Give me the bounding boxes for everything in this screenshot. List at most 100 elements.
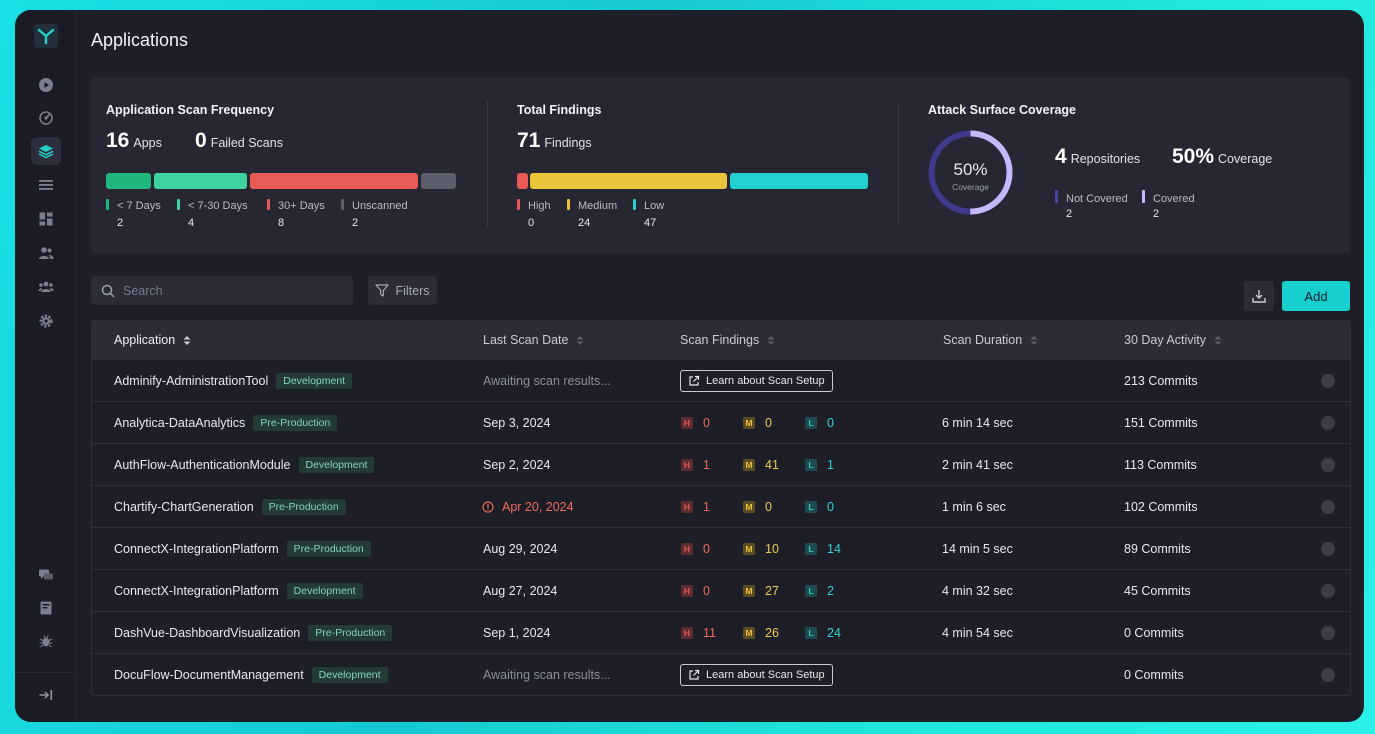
more-icon[interactable] <box>1321 584 1335 598</box>
collapse-icon[interactable] <box>31 681 61 709</box>
users-icon[interactable] <box>31 239 61 267</box>
table-row[interactable]: Analytica-DataAnalytics Pre-Production S… <box>92 401 1350 443</box>
more-icon[interactable] <box>1321 626 1335 640</box>
chat-icon[interactable] <box>31 561 61 589</box>
row-actions[interactable] <box>1321 360 1335 402</box>
row-actions[interactable] <box>1321 444 1335 486</box>
last-scan-date: Apr 20, 2024 <box>482 486 574 528</box>
legend-unscanned: Unscanned <box>341 199 408 212</box>
more-icon[interactable] <box>1321 374 1335 388</box>
high-badge: H <box>681 627 693 639</box>
application-name[interactable]: AuthFlow-AuthenticationModule <box>114 458 291 472</box>
filters-button[interactable]: Filters <box>368 276 437 305</box>
environment-tag: Development <box>286 583 363 599</box>
row-actions[interactable] <box>1321 612 1335 654</box>
sort-icon[interactable] <box>1030 335 1038 346</box>
row-actions[interactable] <box>1321 654 1335 695</box>
legend-7to30: < 7-30 Days <box>177 199 248 212</box>
table-row[interactable]: ConnectX-IntegrationPlatform Pre-Product… <box>92 527 1350 569</box>
logo-icon[interactable] <box>34 24 58 48</box>
total-findings-title: Total Findings <box>517 103 602 117</box>
dashboard-icon[interactable] <box>31 205 61 233</box>
col-scan-duration[interactable]: Scan Duration <box>943 333 1038 347</box>
table-row[interactable]: Chartify-ChartGeneration Pre-Production … <box>92 485 1350 527</box>
scan-frequency-title: Application Scan Frequency <box>106 103 275 117</box>
team-icon[interactable] <box>31 273 61 301</box>
col-30-day-activity[interactable]: 30 Day Activity <box>1124 333 1222 347</box>
legend-low: Low <box>633 199 664 212</box>
low-findings: L 24 <box>805 626 867 640</box>
application-cell: DashVue-DashboardVisualization Pre-Produ… <box>114 612 393 654</box>
sort-icon[interactable] <box>576 335 584 346</box>
radar-icon[interactable] <box>31 104 61 132</box>
row-actions[interactable] <box>1321 528 1335 570</box>
search-box[interactable] <box>91 276 353 305</box>
high-findings: H 11 <box>681 626 743 640</box>
legend-medium: Medium <box>567 199 617 212</box>
more-icon[interactable] <box>1321 416 1335 430</box>
more-icon[interactable] <box>1321 668 1335 682</box>
download-button[interactable] <box>1244 281 1274 311</box>
col-application[interactable]: Application <box>114 333 191 347</box>
search-icon <box>101 284 115 298</box>
table-row[interactable]: Adminify-AdministrationTool Development … <box>92 359 1350 401</box>
application-name[interactable]: Chartify-ChartGeneration <box>114 500 254 514</box>
col-last-scan-date[interactable]: Last Scan Date <box>483 333 584 347</box>
external-link-icon <box>689 669 700 680</box>
high-badge: H <box>681 417 693 429</box>
list-icon[interactable] <box>31 171 61 199</box>
medium-badge: M <box>743 501 755 513</box>
legend-30plus: 30+ Days <box>267 199 325 212</box>
warning-icon <box>482 501 494 513</box>
findings-bar-low <box>730 173 868 189</box>
bug-icon[interactable] <box>31 627 61 655</box>
page-title: Applications <box>91 30 189 50</box>
play-icon[interactable] <box>31 71 61 99</box>
application-name[interactable]: ConnectX-IntegrationPlatform <box>114 584 279 598</box>
legend-7to30-value: 4 <box>188 217 195 229</box>
scan-findings: Learn about Scan Setup <box>680 360 833 402</box>
last-scan-date: Sep 2, 2024 <box>483 458 551 472</box>
sort-icon[interactable] <box>767 335 775 346</box>
learn-scan-setup-button[interactable]: Learn about Scan Setup <box>680 370 833 392</box>
last-scan-date: Sep 3, 2024 <box>483 416 551 430</box>
application-name[interactable]: Adminify-AdministrationTool <box>114 374 269 388</box>
scan-duration: 4 min 54 sec <box>942 626 1013 640</box>
application-name[interactable]: DashVue-DashboardVisualization <box>114 626 301 640</box>
table-row[interactable]: AuthFlow-AuthenticationModule Developmen… <box>92 443 1350 485</box>
application-name[interactable]: ConnectX-IntegrationPlatform <box>114 542 279 556</box>
table-row[interactable]: DashVue-DashboardVisualization Pre-Produ… <box>92 611 1350 653</box>
app-window: Applications Application Scan Frequency … <box>15 10 1364 722</box>
table-row[interactable]: ConnectX-IntegrationPlatform Development… <box>92 569 1350 611</box>
medium-badge: M <box>743 543 755 555</box>
more-icon[interactable] <box>1321 500 1335 514</box>
more-icon[interactable] <box>1321 458 1335 472</box>
col-scan-findings[interactable]: Scan Findings <box>680 333 775 347</box>
search-input[interactable] <box>123 283 343 298</box>
learn-scan-setup-button[interactable]: Learn about Scan Setup <box>680 664 833 686</box>
add-button[interactable]: Add <box>1282 281 1350 311</box>
layers-icon[interactable] <box>31 137 61 165</box>
row-actions[interactable] <box>1321 402 1335 444</box>
legend-covered: Covered <box>1142 190 1195 205</box>
legend-high: High <box>517 199 551 212</box>
activity: 102 Commits <box>1124 500 1198 514</box>
last-scan-date: Sep 1, 2024 <box>483 626 551 640</box>
application-name[interactable]: Analytica-DataAnalytics <box>114 416 246 430</box>
book-icon[interactable] <box>31 594 61 622</box>
sort-icon[interactable] <box>183 335 191 346</box>
more-icon[interactable] <box>1321 542 1335 556</box>
row-actions[interactable] <box>1321 486 1335 528</box>
legend-medium-value: 24 <box>578 217 591 229</box>
gear-icon[interactable] <box>31 307 61 335</box>
table-row[interactable]: DocuFlow-DocumentManagement Development … <box>92 653 1350 695</box>
high-badge: H <box>681 501 693 513</box>
row-actions[interactable] <box>1321 570 1335 612</box>
low-badge: L <box>805 417 817 429</box>
application-name[interactable]: DocuFlow-DocumentManagement <box>114 668 304 682</box>
sort-icon[interactable] <box>1214 335 1222 346</box>
